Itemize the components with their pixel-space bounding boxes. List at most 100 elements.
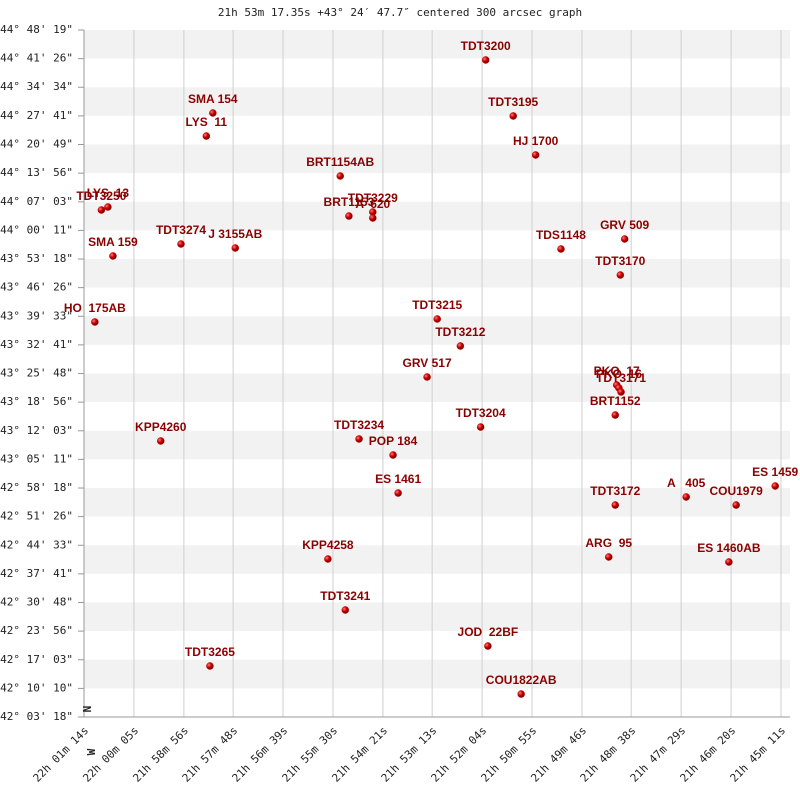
star-label: GRV 509 bbox=[600, 218, 649, 232]
y-tick-label: +44° 07' 03" bbox=[0, 195, 73, 208]
y-tick-label: +42° 51' 26" bbox=[0, 510, 73, 523]
y-tick-label: +43° 25' 48" bbox=[0, 367, 73, 380]
band bbox=[84, 545, 790, 574]
star-label: HO 175AB bbox=[64, 301, 126, 315]
star-label: TDT3171 bbox=[596, 371, 646, 385]
y-tick-label: +42° 17' 03" bbox=[0, 653, 73, 666]
star-label: TDT3212 bbox=[435, 325, 485, 339]
star-label: SMA 159 bbox=[88, 235, 138, 249]
band bbox=[84, 344, 790, 374]
star-point bbox=[531, 151, 540, 159]
band bbox=[84, 659, 790, 689]
star-point bbox=[481, 56, 490, 64]
star-point bbox=[341, 606, 350, 614]
band bbox=[84, 573, 790, 603]
star-label: TDT3229 bbox=[348, 191, 398, 205]
star-label: TDT3204 bbox=[456, 406, 506, 420]
star-label: A 620 bbox=[355, 197, 390, 211]
y-tick-label: +42° 30' 48" bbox=[0, 596, 73, 609]
star-label: TDT3241 bbox=[320, 589, 370, 603]
star-label: ARG 95 bbox=[585, 536, 632, 550]
star-label: COU1979 bbox=[709, 484, 763, 498]
star-point bbox=[423, 373, 431, 381]
band bbox=[84, 430, 790, 460]
y-tick-label: +43° 05' 11" bbox=[0, 452, 73, 465]
star-point bbox=[604, 553, 613, 561]
y-tick-label: +42° 10' 10" bbox=[0, 681, 73, 694]
star-point bbox=[611, 501, 620, 509]
star-label: TDT3250 bbox=[76, 189, 126, 203]
star-point bbox=[345, 212, 353, 220]
star-label: POP 184 bbox=[369, 434, 418, 448]
y-tick-label: +43° 12' 03" bbox=[0, 424, 73, 437]
star-point bbox=[557, 245, 565, 253]
star-point bbox=[336, 172, 344, 180]
y-tick-label: +42° 37' 41" bbox=[0, 567, 73, 580]
band bbox=[84, 402, 790, 431]
star-point bbox=[617, 388, 625, 396]
star-label: BRT1154AB bbox=[306, 155, 374, 169]
star-point bbox=[476, 423, 485, 431]
star-label: TDT3234 bbox=[334, 418, 384, 432]
star-label: COU1822AB bbox=[486, 673, 557, 687]
y-tick-label: +44° 48' 19" bbox=[0, 23, 73, 36]
band bbox=[84, 459, 790, 489]
star-label: TDT3172 bbox=[590, 484, 640, 498]
star-point bbox=[91, 318, 99, 326]
y-tick-label: +43° 18' 56" bbox=[0, 395, 73, 408]
star-label: BRT1152 bbox=[590, 394, 641, 408]
star-point bbox=[231, 244, 240, 252]
star-label: KPP4260 bbox=[135, 420, 187, 434]
star-label: BRT1153 bbox=[324, 195, 375, 209]
star-point bbox=[369, 214, 377, 222]
star-point bbox=[732, 501, 740, 509]
band bbox=[84, 287, 790, 317]
west-label: W bbox=[85, 748, 98, 755]
north-label: N bbox=[81, 706, 94, 713]
star-label: TDT3170 bbox=[595, 254, 645, 268]
star-label: LYS 11 bbox=[186, 115, 228, 129]
band bbox=[84, 30, 790, 59]
y-tick-label: +42° 03' 18" bbox=[0, 710, 73, 723]
y-tick-label: +44° 34' 34" bbox=[0, 80, 73, 93]
band bbox=[84, 144, 790, 174]
band bbox=[84, 488, 790, 517]
band bbox=[84, 602, 790, 632]
star-point bbox=[324, 555, 332, 563]
star-label: ES 1459 bbox=[752, 465, 798, 479]
y-tick-label: +43° 39' 33" bbox=[0, 309, 73, 322]
star-point bbox=[389, 451, 397, 459]
star-label: J 3155AB bbox=[208, 227, 262, 241]
star-point bbox=[616, 271, 625, 279]
star-point bbox=[177, 240, 185, 248]
star-point bbox=[104, 203, 112, 211]
star-point bbox=[484, 642, 492, 650]
star-point bbox=[156, 437, 165, 445]
y-tick-label: +43° 53' 18" bbox=[0, 252, 73, 265]
star-label: TDT3274 bbox=[156, 223, 206, 237]
y-tick-label: +44° 13' 56" bbox=[0, 166, 73, 179]
y-tick-label: +44° 20' 49" bbox=[0, 137, 73, 150]
star-label: HJ 1700 bbox=[513, 134, 559, 148]
band bbox=[84, 115, 790, 145]
star-label: TDT3200 bbox=[461, 39, 511, 53]
band bbox=[84, 373, 790, 403]
y-tick-label: +42° 23' 56" bbox=[0, 624, 73, 637]
star-label: ES 1460AB bbox=[697, 541, 761, 555]
y-tick-label: +44° 00' 11" bbox=[0, 223, 73, 236]
band bbox=[84, 87, 790, 116]
star-label: LYS 13 bbox=[87, 186, 130, 200]
band bbox=[84, 230, 790, 260]
y-tick-label: +44° 41' 26" bbox=[0, 52, 73, 65]
star-point bbox=[725, 558, 733, 566]
star-point bbox=[97, 206, 106, 214]
star-point bbox=[509, 112, 517, 120]
y-tick-label: +43° 32' 41" bbox=[0, 338, 73, 351]
star-label: JOD 22BF bbox=[458, 625, 519, 639]
star-point bbox=[355, 435, 363, 443]
star-point bbox=[682, 493, 690, 501]
star-point bbox=[517, 690, 525, 698]
star-point bbox=[202, 132, 211, 140]
star-label: TDT3195 bbox=[488, 95, 538, 109]
star-point bbox=[206, 662, 214, 670]
